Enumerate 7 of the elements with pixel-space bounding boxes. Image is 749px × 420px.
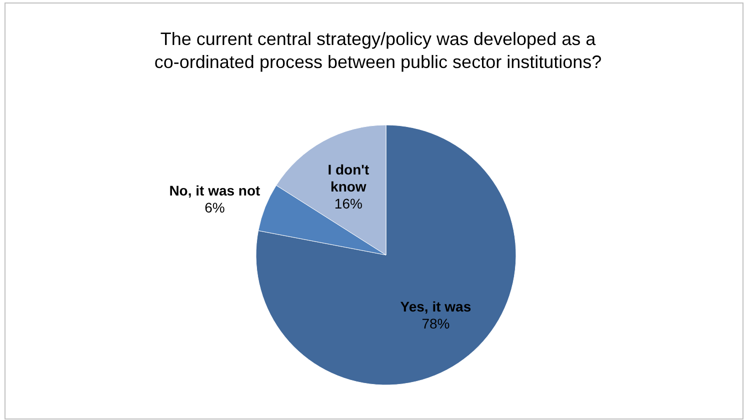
chart-title: The current central strategy/policy was developed as a co-ordinated process between public sector institutions? [154,29,602,72]
slice-label: I don't know [328,162,370,195]
data-label: 78% [422,316,450,332]
data-label: 16% [334,196,362,212]
data-label: 6% [204,200,225,216]
slice-label: Yes, it was [400,298,472,315]
slice-label: No, it was not [169,182,261,199]
